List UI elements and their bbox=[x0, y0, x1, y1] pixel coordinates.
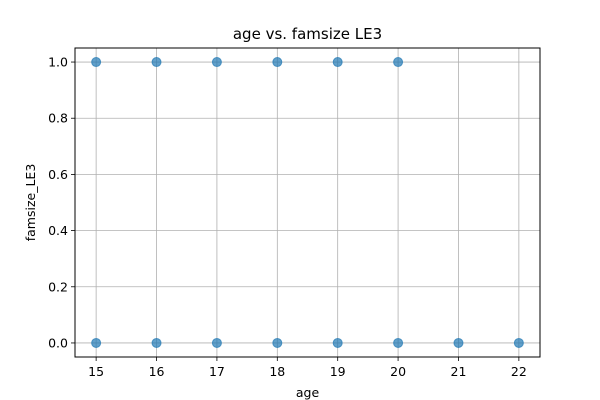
x-tick-label: 20 bbox=[390, 364, 406, 379]
x-tick-label: 17 bbox=[209, 364, 225, 379]
y-tick-label: 0.2 bbox=[48, 279, 68, 294]
y-tick-label: 0.0 bbox=[48, 335, 68, 350]
y-tick-label: 0.4 bbox=[48, 223, 68, 238]
x-tick-label: 19 bbox=[330, 364, 346, 379]
data-point bbox=[513, 337, 524, 348]
x-axis-label: age bbox=[296, 385, 320, 400]
data-point bbox=[393, 57, 404, 68]
x-tick-label: 18 bbox=[269, 364, 285, 379]
data-point bbox=[272, 337, 283, 348]
data-point bbox=[332, 337, 343, 348]
data-point bbox=[91, 337, 102, 348]
data-point bbox=[211, 337, 222, 348]
x-tick-label: 16 bbox=[149, 364, 165, 379]
data-point bbox=[272, 57, 283, 68]
data-point bbox=[211, 57, 222, 68]
data-point bbox=[151, 337, 162, 348]
chart-title: age vs. famsize LE3 bbox=[233, 25, 382, 43]
data-points bbox=[91, 57, 524, 348]
y-tick-label: 1.0 bbox=[48, 55, 68, 70]
y-axis-ticks: 0.0 0.2 0.4 0.6 0.8 1.0 bbox=[48, 55, 75, 350]
plot-area bbox=[75, 48, 540, 357]
plot-frame bbox=[74, 47, 541, 358]
data-point bbox=[91, 57, 102, 68]
data-point bbox=[332, 57, 343, 68]
y-tick-label: 0.6 bbox=[48, 167, 68, 182]
y-tick-label: 0.8 bbox=[48, 111, 68, 126]
data-point bbox=[151, 57, 162, 68]
x-tick-label: 21 bbox=[451, 364, 467, 379]
x-tick-label: 22 bbox=[511, 364, 527, 379]
y-axis-label: famsize_LE3 bbox=[23, 164, 38, 242]
data-point bbox=[393, 337, 404, 348]
data-point bbox=[453, 337, 464, 348]
x-tick-label: 15 bbox=[88, 364, 104, 379]
x-axis-ticks: 15 16 17 18 19 20 21 22 bbox=[88, 357, 527, 379]
